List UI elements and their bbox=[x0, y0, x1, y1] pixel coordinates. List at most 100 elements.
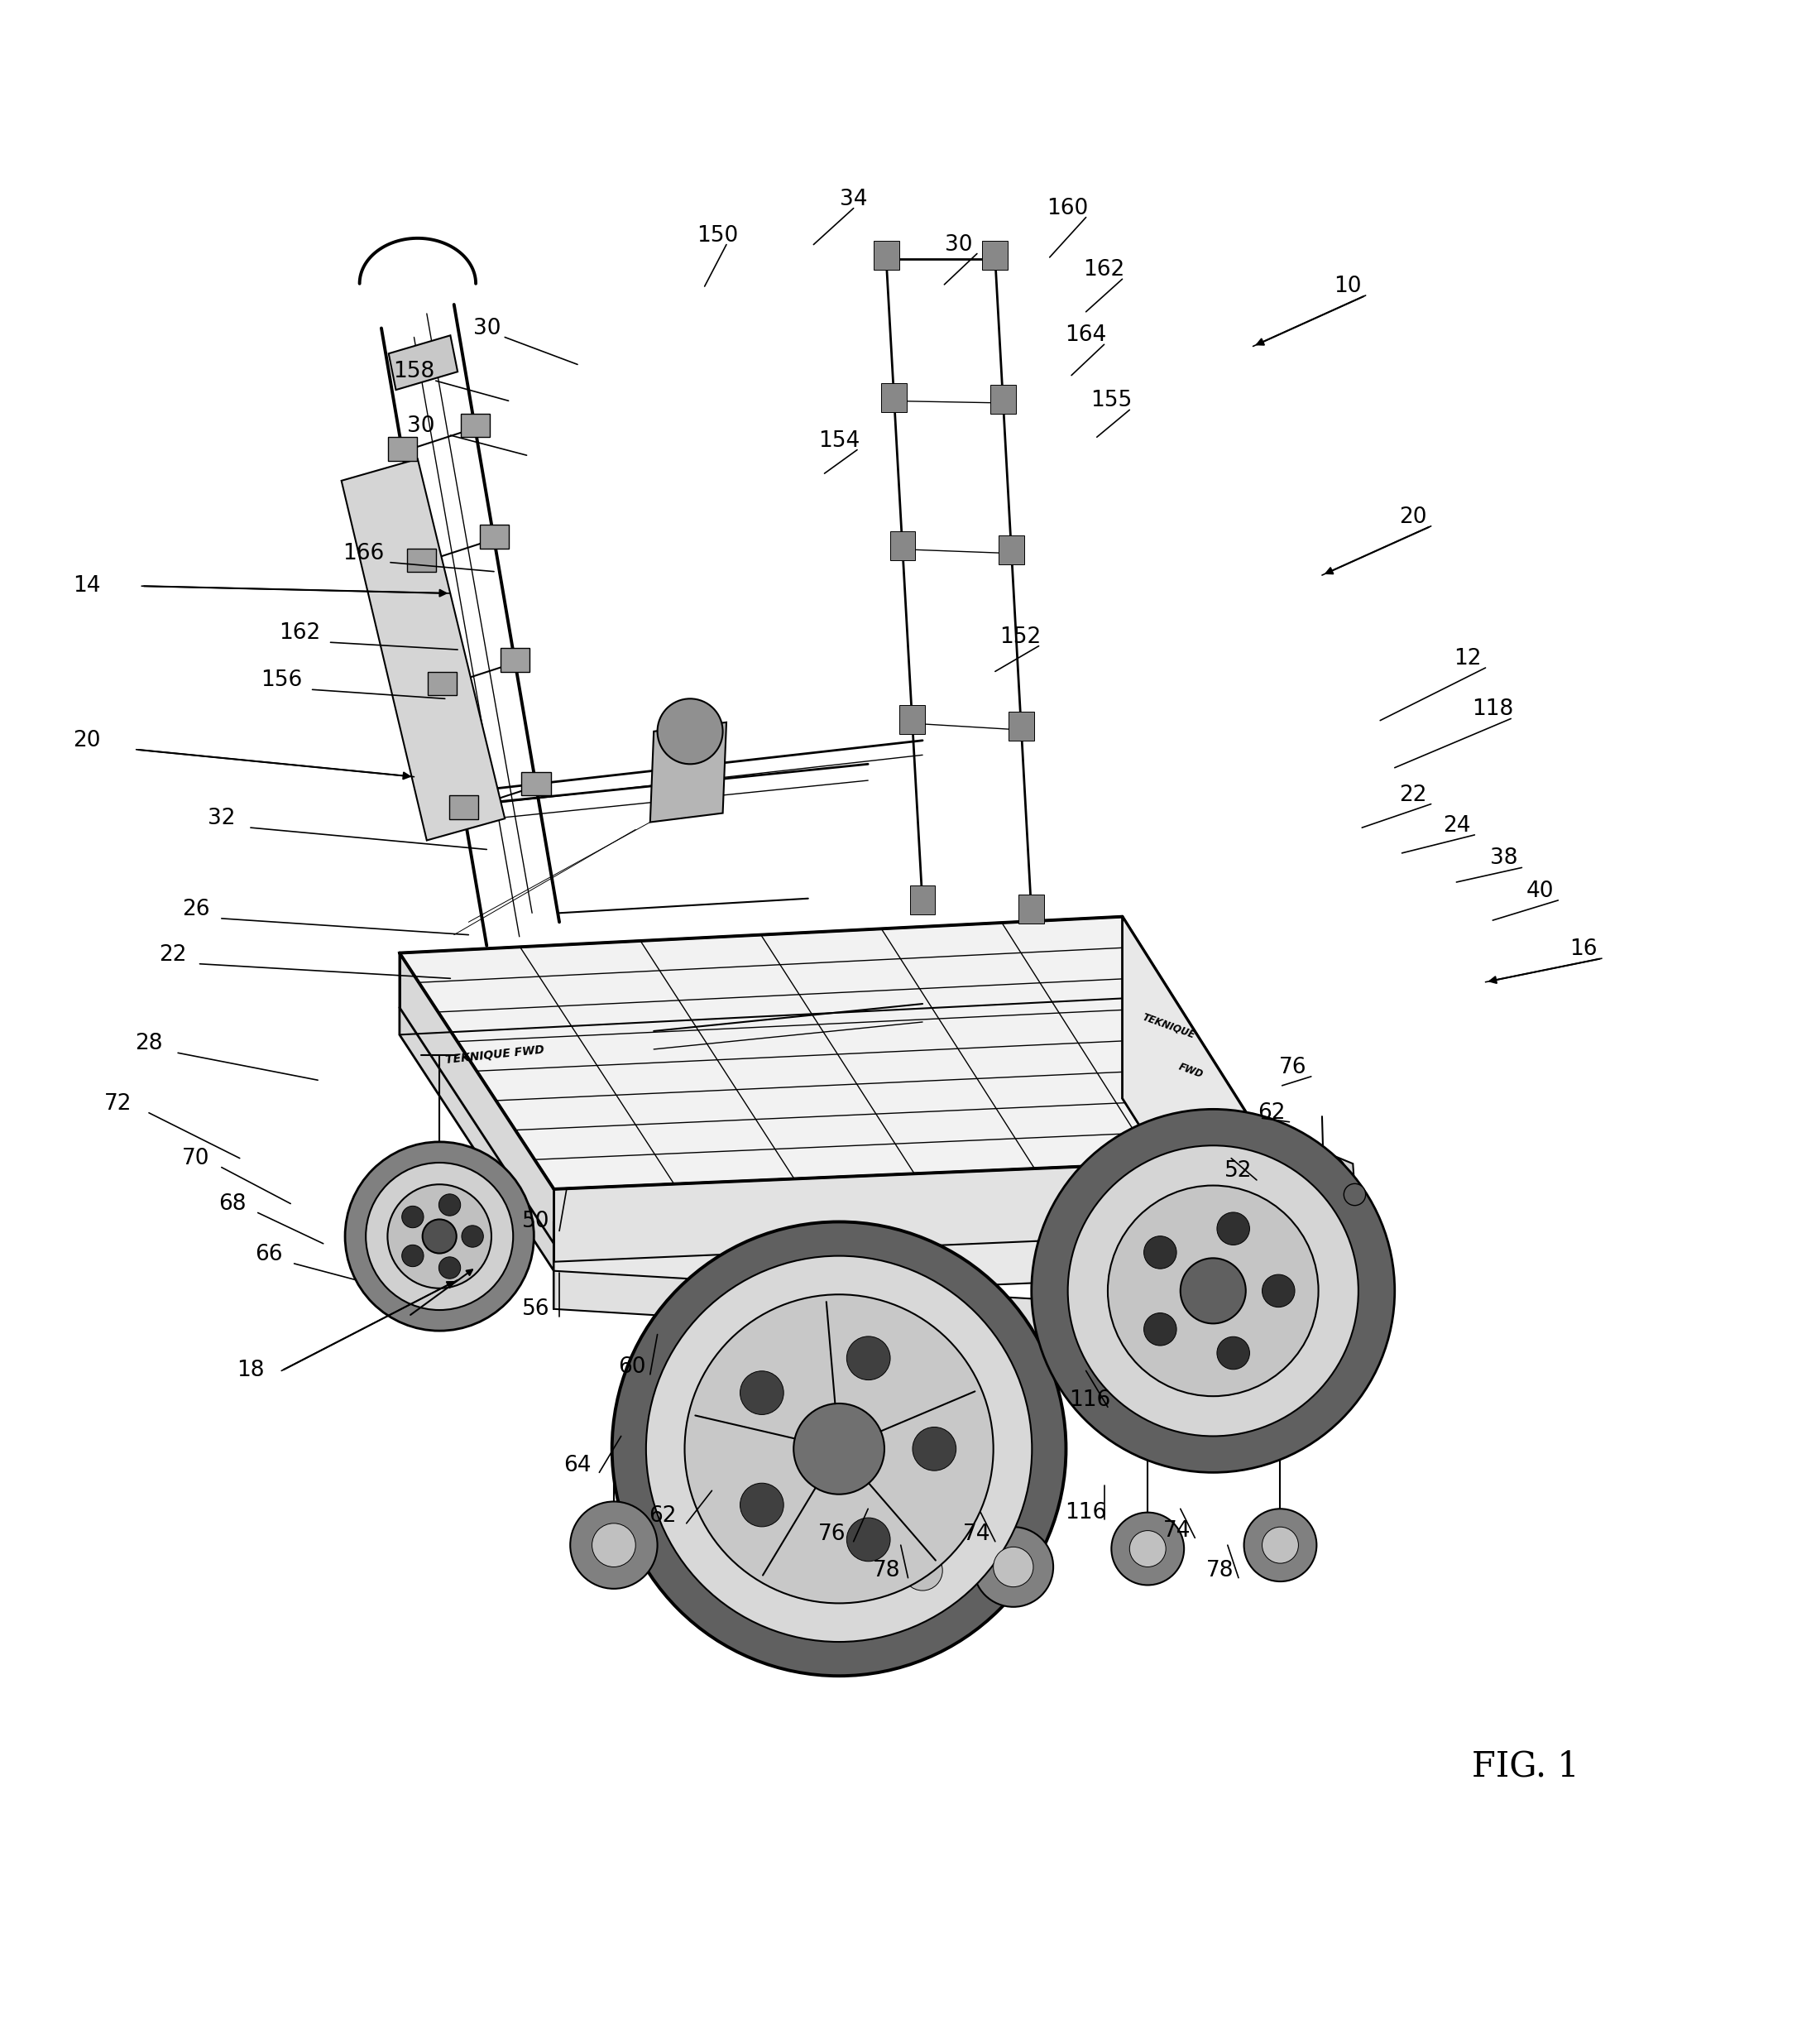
Polygon shape bbox=[341, 460, 505, 840]
Polygon shape bbox=[400, 953, 554, 1271]
Circle shape bbox=[365, 1163, 514, 1310]
Text: 62: 62 bbox=[648, 1504, 677, 1527]
Circle shape bbox=[612, 1222, 1066, 1676]
Text: 156: 156 bbox=[262, 670, 301, 691]
Text: FIG. 1: FIG. 1 bbox=[1471, 1750, 1580, 1784]
Text: 162: 162 bbox=[1084, 260, 1124, 280]
Circle shape bbox=[1111, 1513, 1184, 1584]
Text: 62: 62 bbox=[1257, 1102, 1286, 1124]
Polygon shape bbox=[429, 672, 458, 695]
Circle shape bbox=[1180, 1259, 1246, 1325]
Text: 12: 12 bbox=[1453, 648, 1482, 670]
Text: 10: 10 bbox=[1333, 276, 1362, 296]
Circle shape bbox=[993, 1547, 1033, 1586]
Text: 74: 74 bbox=[962, 1523, 992, 1545]
Text: 20: 20 bbox=[73, 730, 102, 752]
Polygon shape bbox=[554, 1271, 1271, 1353]
Polygon shape bbox=[881, 382, 906, 411]
Circle shape bbox=[1144, 1237, 1177, 1269]
Circle shape bbox=[846, 1337, 890, 1380]
Circle shape bbox=[973, 1527, 1053, 1607]
Polygon shape bbox=[521, 773, 550, 795]
Polygon shape bbox=[449, 795, 478, 820]
Polygon shape bbox=[1019, 895, 1044, 924]
Text: 24: 24 bbox=[1442, 816, 1471, 836]
Circle shape bbox=[1217, 1337, 1249, 1369]
Circle shape bbox=[387, 1183, 492, 1288]
Text: 155: 155 bbox=[1091, 390, 1131, 411]
Polygon shape bbox=[554, 1159, 1275, 1271]
Text: 30: 30 bbox=[472, 317, 501, 339]
Text: 66: 66 bbox=[254, 1243, 283, 1265]
Circle shape bbox=[883, 1531, 962, 1611]
Polygon shape bbox=[461, 413, 490, 437]
Circle shape bbox=[592, 1523, 636, 1568]
Circle shape bbox=[1130, 1531, 1166, 1568]
Circle shape bbox=[1068, 1145, 1358, 1437]
Circle shape bbox=[461, 1226, 483, 1247]
Text: 78: 78 bbox=[872, 1560, 901, 1582]
Circle shape bbox=[1344, 1183, 1366, 1206]
Polygon shape bbox=[389, 437, 418, 460]
Text: 76: 76 bbox=[817, 1523, 846, 1545]
Text: FWD: FWD bbox=[1177, 1061, 1204, 1081]
Circle shape bbox=[794, 1404, 884, 1494]
Polygon shape bbox=[1122, 916, 1275, 1341]
Text: 160: 160 bbox=[1048, 198, 1088, 219]
Circle shape bbox=[1217, 1212, 1249, 1245]
Text: 64: 64 bbox=[563, 1455, 592, 1476]
Text: 116: 116 bbox=[1066, 1502, 1106, 1523]
Circle shape bbox=[1304, 1155, 1347, 1198]
Text: 52: 52 bbox=[1224, 1161, 1253, 1181]
Polygon shape bbox=[1008, 711, 1033, 740]
Polygon shape bbox=[400, 916, 1275, 1190]
Text: 32: 32 bbox=[207, 807, 236, 830]
Polygon shape bbox=[650, 722, 726, 822]
Polygon shape bbox=[890, 531, 915, 560]
Text: 116: 116 bbox=[1070, 1390, 1110, 1410]
Circle shape bbox=[401, 1206, 423, 1228]
Circle shape bbox=[1144, 1312, 1177, 1345]
Text: 16: 16 bbox=[1569, 938, 1598, 961]
Circle shape bbox=[1031, 1110, 1395, 1472]
Circle shape bbox=[1262, 1527, 1298, 1564]
Text: 56: 56 bbox=[521, 1298, 550, 1320]
Text: 22: 22 bbox=[158, 944, 187, 965]
Polygon shape bbox=[407, 548, 436, 572]
Polygon shape bbox=[479, 525, 508, 548]
Text: TEKNIQUE: TEKNIQUE bbox=[1140, 1012, 1197, 1040]
Text: 40: 40 bbox=[1525, 881, 1554, 901]
Polygon shape bbox=[990, 384, 1015, 413]
Text: 30: 30 bbox=[944, 233, 973, 256]
Circle shape bbox=[570, 1502, 657, 1588]
Circle shape bbox=[423, 1220, 456, 1253]
Text: 50: 50 bbox=[521, 1210, 550, 1233]
Circle shape bbox=[1108, 1186, 1318, 1396]
Polygon shape bbox=[501, 648, 530, 672]
Polygon shape bbox=[910, 885, 935, 916]
Circle shape bbox=[1244, 1508, 1317, 1582]
Text: 38: 38 bbox=[1489, 848, 1518, 869]
Text: 30: 30 bbox=[407, 415, 436, 437]
Text: 20: 20 bbox=[1398, 507, 1427, 527]
Text: 150: 150 bbox=[697, 225, 737, 245]
Text: 72: 72 bbox=[104, 1094, 133, 1114]
Text: TEKNIQUE FWD: TEKNIQUE FWD bbox=[445, 1044, 545, 1065]
Polygon shape bbox=[982, 241, 1008, 270]
Circle shape bbox=[345, 1143, 534, 1331]
Polygon shape bbox=[1239, 1116, 1358, 1243]
Circle shape bbox=[741, 1372, 785, 1414]
Text: 76: 76 bbox=[1278, 1057, 1308, 1077]
Text: 118: 118 bbox=[1473, 699, 1513, 719]
Polygon shape bbox=[389, 335, 458, 390]
Polygon shape bbox=[999, 536, 1024, 564]
Text: 70: 70 bbox=[182, 1147, 211, 1169]
Text: 152: 152 bbox=[1001, 625, 1041, 648]
Text: 26: 26 bbox=[182, 899, 211, 920]
Text: 68: 68 bbox=[218, 1194, 247, 1214]
Circle shape bbox=[439, 1257, 461, 1280]
Circle shape bbox=[657, 699, 723, 764]
Circle shape bbox=[903, 1551, 943, 1590]
Circle shape bbox=[1262, 1275, 1295, 1308]
Circle shape bbox=[685, 1294, 993, 1602]
